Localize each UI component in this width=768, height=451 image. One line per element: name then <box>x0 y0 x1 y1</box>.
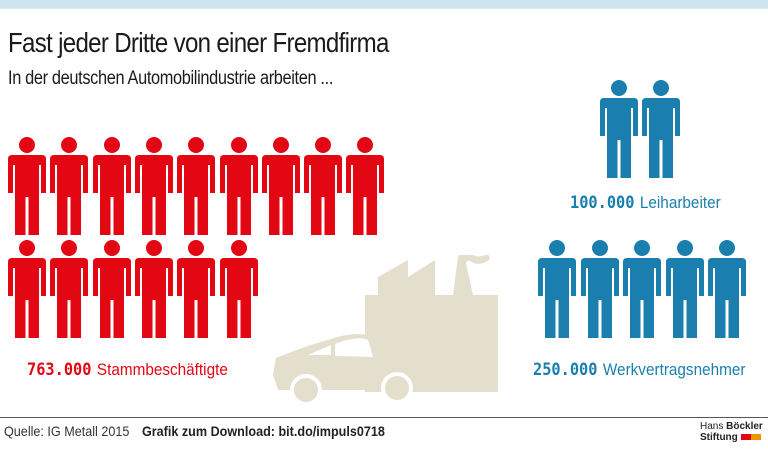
person-icon-werk <box>538 240 576 338</box>
logo-text-boeckler: Böckler <box>726 421 763 432</box>
person-icon-stamm <box>92 137 131 235</box>
person-icon-stamm <box>219 240 258 338</box>
person-icon-leih <box>600 80 638 178</box>
stamm-label: 763.000 Stammbeschäftigte <box>27 360 228 380</box>
footer-rule <box>0 417 768 418</box>
person-icon-stamm <box>219 137 258 235</box>
person-icon-stamm <box>304 137 343 235</box>
person-icon-werk <box>665 240 704 338</box>
person-icon-werk <box>580 240 619 338</box>
person-icon-werk <box>623 240 661 338</box>
logo-text-hans: Hans <box>700 421 727 432</box>
hans-boeckler-logo: Hans Böckler Stiftung <box>700 421 763 443</box>
leih-text: Leiharbeiter <box>639 193 721 212</box>
factory-car-illustration <box>273 255 498 405</box>
person-icon-stamm <box>134 137 173 235</box>
source-text: Quelle: IG Metall 2015 <box>4 423 130 439</box>
stamm-value: 763.000 <box>27 360 92 380</box>
werk-text: Werkvertragsnehmer <box>602 360 746 379</box>
person-icon-stamm <box>92 240 131 338</box>
download-link[interactable]: Grafik zum Download: bit.do/impuls0718 <box>141 423 385 439</box>
person-icon-stamm <box>50 137 89 235</box>
leih-value: 100.000 <box>570 193 635 213</box>
chart-title: Fast jeder Dritte von einer Fremdfirma <box>8 27 389 58</box>
leih-label: 100.000 Leiharbeiter <box>570 193 721 213</box>
werk-value: 250.000 <box>533 360 598 380</box>
person-icon-leih <box>641 80 680 178</box>
top-bar <box>0 0 768 9</box>
person-icon-stamm <box>8 137 46 235</box>
person-icon-stamm <box>261 137 300 235</box>
person-icon-stamm <box>134 240 173 338</box>
logo-color-bars <box>740 432 761 443</box>
person-icon-stamm <box>177 137 216 235</box>
person-icon-werk <box>708 240 746 338</box>
person-icon-stamm <box>346 137 385 235</box>
source-note: Quelle: IG Metall 2015 Grafik zum Downloa… <box>4 423 385 439</box>
logo-text-stiftung: Stiftung <box>700 432 738 444</box>
person-icon-stamm <box>8 240 46 338</box>
werk-label: 250.000 Werkvertragsnehmer <box>533 360 745 380</box>
chart-subtitle: In der deutschen Automobilindustrie arbe… <box>8 68 334 89</box>
stamm-text: Stammbeschäftigte <box>96 360 228 379</box>
person-icon-stamm <box>177 240 216 338</box>
person-icon-stamm <box>50 240 89 338</box>
